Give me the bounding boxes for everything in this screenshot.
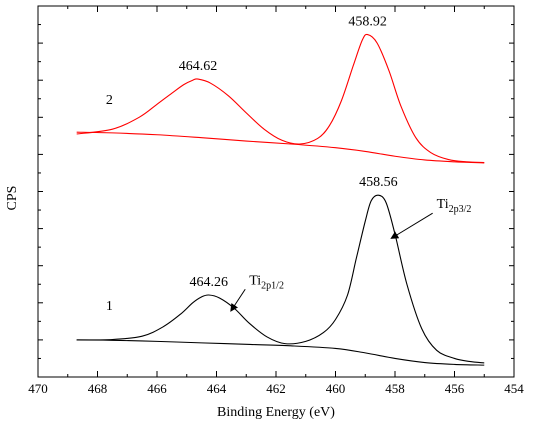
peak-label: 464.26 [190,275,229,290]
x-tick-label: 456 [445,381,465,396]
annotation-label: Ti2p3/2 [437,197,472,215]
x-tick-label: 470 [28,381,48,396]
peak-label: 464.62 [179,59,218,74]
x-tick-label: 454 [504,381,524,396]
series-number-label: 1 [106,299,113,314]
labels-layer: 464.62 458.92 2 464.26 458.56 1 Ti2p3/2 Ti2p1/2 [106,15,471,314]
x-tick-label: 464 [207,381,227,396]
annotation-subscript: 2p3/2 [449,204,472,215]
x-tick-label: 458 [385,381,405,396]
x-tick-label: 466 [147,381,167,396]
peak-label: 458.56 [359,175,398,190]
annotation-arrow [230,288,246,312]
y-axis-label: CPS [5,186,20,211]
x-tick-label: 460 [326,381,346,396]
x-tick-label: 462 [266,381,286,396]
annotation-label: Ti2p1/2 [249,273,284,291]
series-layer [76,33,485,366]
series-1-envelope [76,194,485,364]
axis-ticks: 470 468 466 464 462 460 458 456 454 [28,6,524,396]
series-1-baseline [76,339,485,366]
x-tick-label: 468 [88,381,108,396]
x-axis-label: Binding Energy (eV) [217,405,335,420]
annotation-arrow [390,212,433,239]
plot-frame [37,5,515,378]
annotation-subscript: 2p1/2 [261,280,284,291]
series-number-label: 2 [106,93,113,108]
peak-label: 458.92 [348,15,387,30]
series-2-baseline [76,131,485,164]
series-2-envelope [76,33,485,164]
